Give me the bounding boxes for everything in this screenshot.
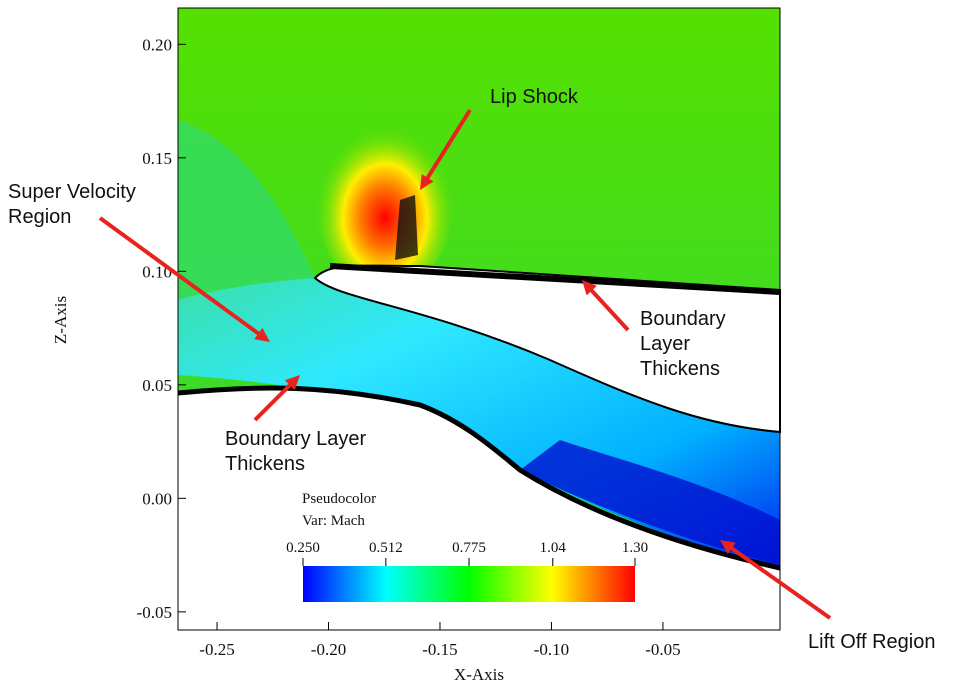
annotation-text: Boundary Layer [225, 428, 367, 450]
annotation-text: Lip Shock [490, 86, 579, 108]
annotation-text: Layer [640, 333, 690, 355]
colorbar-tick-label: 0.512 [369, 540, 403, 556]
y-tick-label: 0.00 [142, 489, 172, 508]
annotation-text: Lift Off Region [808, 631, 935, 653]
colorbar-title: Pseudocolor [302, 491, 376, 507]
annotation-text: Boundary [640, 308, 726, 330]
colorbar-tick-label: 0.775 [452, 540, 486, 556]
colorbar-tick-label: 1.04 [540, 540, 567, 556]
colorbar-tick-label: 1.30 [622, 540, 648, 556]
y-tick-label: 0.20 [142, 35, 172, 54]
annotation-text: Region [8, 206, 71, 228]
y-axis-title: Z-Axis [51, 296, 70, 344]
x-tick-label: -0.05 [645, 640, 680, 659]
annotation-text: Super Velocity [8, 181, 136, 203]
x-tick-label: -0.15 [422, 640, 457, 659]
x-tick-label: -0.10 [534, 640, 569, 659]
y-tick-label: -0.05 [137, 603, 172, 622]
annotation-text: Thickens [225, 453, 305, 475]
chart: X-Axis Z-Axis Pseudocolor Var: Mach -0.2… [0, 0, 965, 687]
annotation-text: Thickens [640, 358, 720, 380]
x-tick-label: -0.20 [311, 640, 346, 659]
colorbar-tick-label: 0.250 [286, 540, 320, 556]
colorbar-subtitle: Var: Mach [302, 513, 365, 529]
colorbar [303, 566, 635, 602]
y-tick-label: 0.15 [142, 149, 172, 168]
y-tick-label: 0.05 [142, 376, 172, 395]
x-axis-title: X-Axis [454, 665, 504, 684]
x-tick-label: -0.25 [199, 640, 234, 659]
